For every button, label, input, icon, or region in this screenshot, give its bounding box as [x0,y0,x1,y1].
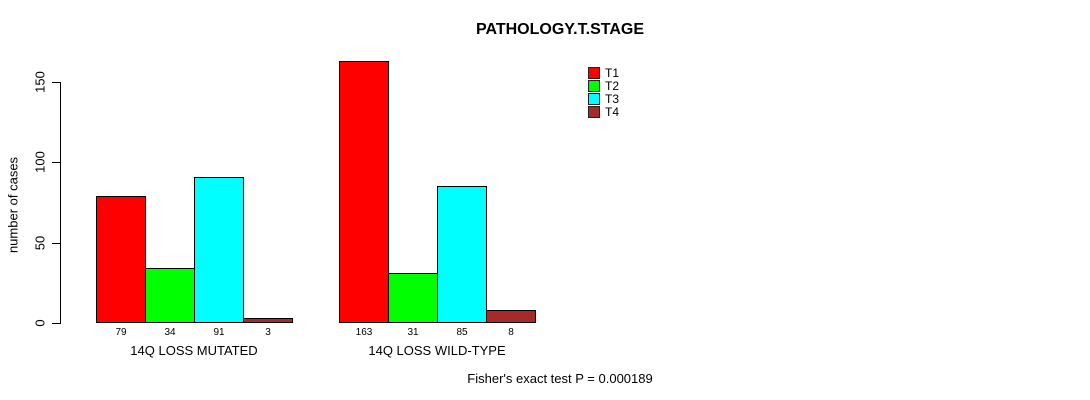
y-tick-label: 150 [32,71,48,93]
x-group-label: 14Q LOSS MUTATED [130,343,258,358]
bar-value-label: 8 [508,327,514,338]
bar-t4-group1 [243,318,293,323]
bar-value-label: 91 [213,327,225,338]
legend-swatch-t3 [588,92,600,105]
y-tick-label: 100 [32,151,48,173]
bar-value-label: 31 [407,327,419,338]
legend-label: T3 [605,91,620,106]
bar-t2-group1 [145,268,195,323]
chart-title: PATHOLOGY.T.STAGE [475,21,645,38]
legend-label: T2 [605,78,620,93]
bar-t3-group2 [437,186,487,323]
bar-value-label: 3 [265,327,271,338]
legend-item-t3: T3 [588,92,619,105]
y-tick-mark [52,323,60,324]
bar-t1-group2 [339,61,389,323]
legend-swatch-t2 [588,79,600,92]
legend-item-t2: T2 [588,79,619,92]
x-group-label: 14Q LOSS WILD-TYPE [368,343,506,358]
legend-swatch-t1 [588,66,600,79]
y-tick-mark [52,82,60,83]
legend-item-t1: T1 [588,66,619,79]
bar-t1-group1 [96,196,146,323]
y-axis-line [60,82,61,324]
y-tick-label: 0 [32,319,48,327]
y-axis-label: number of cases [5,156,21,254]
legend-label: T4 [605,104,620,119]
bar-t4-group2 [486,310,536,323]
legend-swatch-t4 [588,105,600,118]
legend: T1 T2 T3 T4 [588,66,619,118]
legend-item-t4: T4 [588,105,619,118]
bar-t2-group2 [388,273,438,323]
stat-annotation: Fisher's exact test P = 0.000189 [467,371,653,386]
bar-value-label: 79 [115,327,127,338]
bar-value-label: 34 [164,327,176,338]
bar-t3-group1 [194,177,244,323]
y-tick-label: 50 [32,235,48,251]
bar-value-label: 85 [456,327,468,338]
legend-label: T1 [605,65,620,80]
bar-value-label: 163 [355,327,373,338]
y-tick-mark [52,243,60,244]
y-tick-mark [52,162,60,163]
